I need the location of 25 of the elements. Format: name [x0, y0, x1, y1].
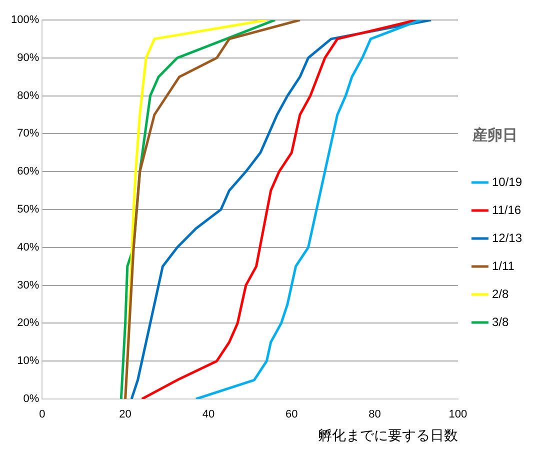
- y-tick-label: 60%: [17, 166, 40, 178]
- legend-label: 3/8: [492, 314, 509, 329]
- legend-label: 2/8: [492, 286, 509, 301]
- y-tick-label: 0%: [23, 393, 40, 406]
- y-tick-label: 80%: [17, 90, 40, 102]
- y-tick-label: 10%: [17, 355, 40, 368]
- legend-label: 1/11: [492, 258, 515, 273]
- y-tick-label: 50%: [17, 204, 40, 216]
- x-tick-label: 0: [39, 408, 46, 421]
- x-tick-label: 100: [448, 408, 468, 421]
- y-tick-label: 90%: [17, 52, 40, 64]
- x-tick-label: 80: [368, 408, 381, 421]
- legend-label: 10/19: [492, 174, 522, 189]
- y-tick-label: 20%: [17, 317, 40, 330]
- y-tick-label: 100%: [10, 14, 40, 26]
- legend-title: 産卵日: [471, 126, 518, 144]
- x-axis-title: 孵化までに要する日数: [318, 428, 458, 444]
- y-tick-label: 30%: [17, 279, 40, 292]
- y-tick-label: 40%: [17, 241, 40, 254]
- x-tick-label: 20: [119, 408, 132, 421]
- legend-label: 12/13: [492, 230, 522, 245]
- x-tick-label: 40: [202, 408, 215, 421]
- y-tick-label: 70%: [17, 128, 40, 140]
- x-tick-label: 60: [286, 408, 298, 421]
- legend-label: 11/16: [492, 202, 522, 217]
